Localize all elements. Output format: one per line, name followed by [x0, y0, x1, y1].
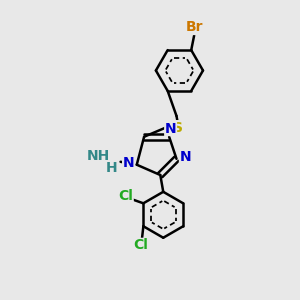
- Text: N: N: [165, 122, 176, 136]
- Text: S: S: [173, 121, 183, 135]
- Text: N: N: [179, 150, 191, 164]
- Text: Cl: Cl: [118, 189, 133, 202]
- Text: NH: NH: [87, 149, 110, 164]
- Text: N: N: [123, 156, 134, 170]
- Text: Br: Br: [185, 20, 203, 34]
- Text: H: H: [105, 161, 117, 175]
- Text: Cl: Cl: [133, 238, 148, 252]
